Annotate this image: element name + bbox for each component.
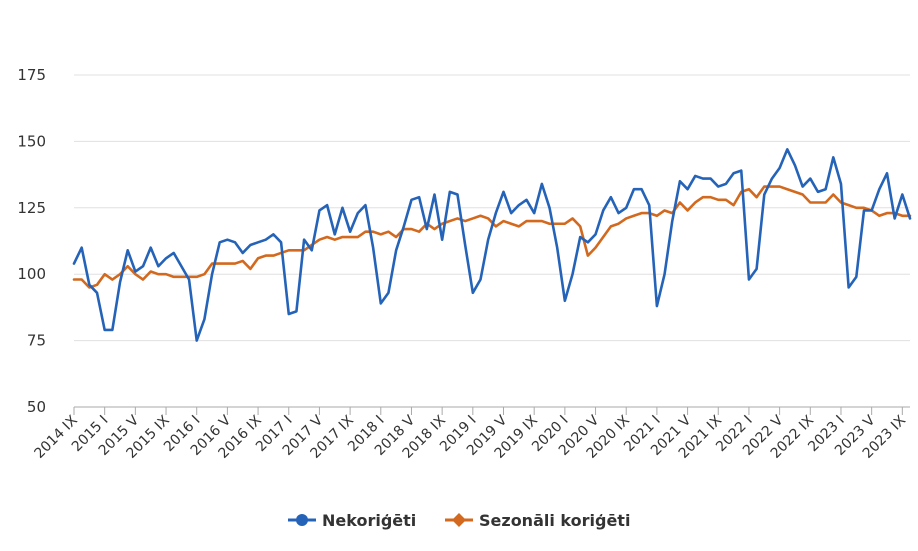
series-line-sezonali-korigeti [72,185,912,289]
series-lines [72,148,912,342]
y-tick-label: 125 [17,199,46,217]
legend-diamond-icon [452,513,466,527]
y-tick-label: 100 [17,265,46,283]
legend-label[interactable]: Nekoriģēti [322,511,416,530]
series-line-nekorigeti [72,148,912,342]
y-tick-label: 150 [17,132,46,150]
y-tick-label: 50 [27,398,46,416]
legend: Nekoriģēti Sezonāli koriģēti [288,511,630,530]
legend-label[interactable]: Sezonāli koriģēti [479,511,630,530]
y-tick-label: 175 [17,66,46,84]
legend-circle-icon [296,514,308,526]
x-tick-label: 2014 IX [31,412,81,462]
y-axis-ticks: 50 75 100 125 150 175 [17,66,46,416]
y-tick-label: 75 [27,332,46,350]
grid-lines [74,74,910,408]
